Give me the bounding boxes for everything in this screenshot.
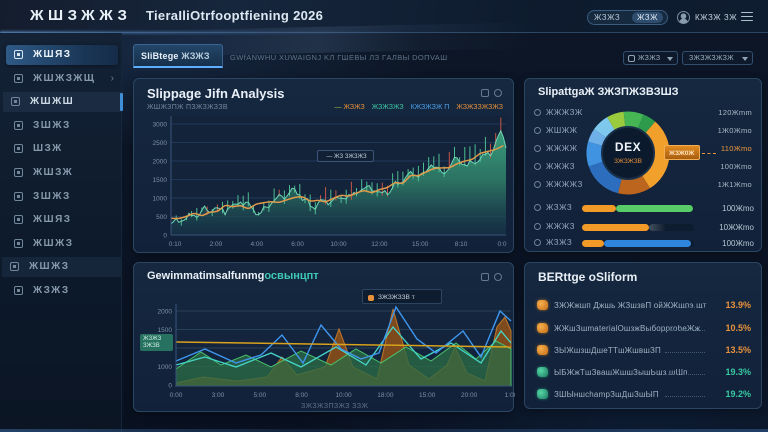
- svg-text:ЗЖЗЖЗВ: ЗЖЗЖЗВ: [614, 158, 642, 165]
- svg-text:15:00: 15:00: [412, 241, 429, 248]
- svg-text:1000: 1000: [158, 364, 173, 371]
- svg-text:1500: 1500: [158, 327, 173, 334]
- svg-text:8:10: 8:10: [455, 241, 468, 248]
- svg-text:8:00: 8:00: [295, 392, 308, 399]
- svg-text:4:00: 4:00: [250, 241, 263, 248]
- svg-text:3:00: 3:00: [212, 392, 225, 399]
- svg-text:6:00: 6:00: [291, 241, 304, 248]
- svg-text:18:00: 18:00: [377, 392, 394, 399]
- svg-text:2000: 2000: [153, 158, 168, 165]
- svg-text:1000: 1000: [153, 195, 168, 202]
- svg-text:500: 500: [156, 214, 167, 221]
- svg-text:20:00: 20:00: [461, 392, 478, 399]
- svg-text:1:00: 1:00: [505, 392, 515, 399]
- svg-text:5:00: 5:00: [253, 392, 266, 399]
- svg-text:0:00: 0:00: [170, 392, 183, 399]
- svg-text:12:00: 12:00: [371, 241, 388, 248]
- svg-text:3000: 3000: [153, 121, 168, 128]
- svg-text:2500: 2500: [153, 140, 168, 147]
- svg-text:DEX: DEX: [615, 140, 641, 154]
- svg-text:1500: 1500: [153, 177, 168, 184]
- svg-text:10:00: 10:00: [335, 392, 352, 399]
- svg-text:2:00: 2:00: [210, 241, 223, 248]
- svg-text:0: 0: [168, 382, 172, 389]
- svg-text:15:00: 15:00: [419, 392, 436, 399]
- svg-text:2000: 2000: [158, 308, 173, 315]
- svg-text:0:0: 0:0: [497, 241, 506, 248]
- svg-text:10:00: 10:00: [330, 241, 347, 248]
- svg-text:0: 0: [163, 232, 167, 239]
- svg-text:0:10: 0:10: [169, 241, 182, 248]
